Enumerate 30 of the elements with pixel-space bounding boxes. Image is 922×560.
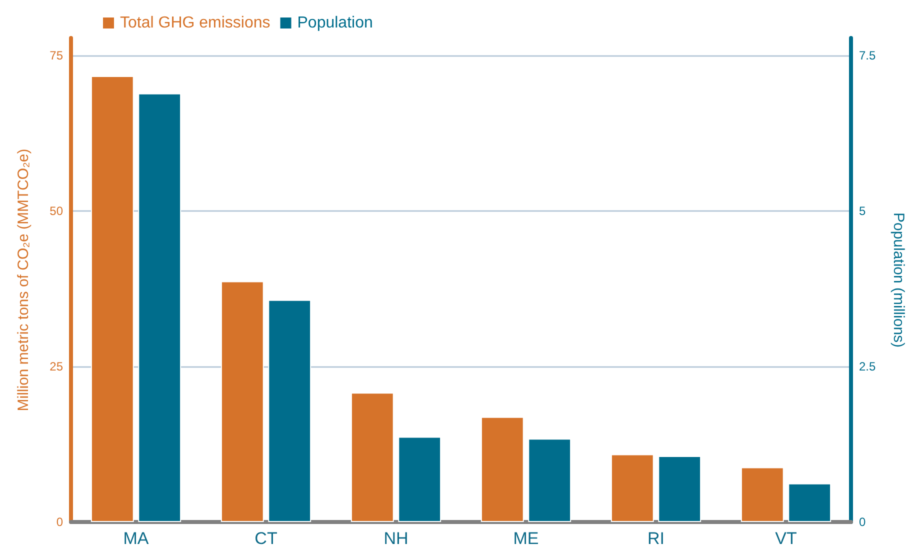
y2-tick-label: 2.5 — [859, 359, 876, 374]
y-tick-label: 50 — [50, 204, 64, 218]
bar — [788, 483, 832, 522]
bar — [740, 467, 784, 522]
bar — [268, 300, 312, 522]
bar — [350, 392, 394, 522]
y-tick-label: 25 — [50, 359, 64, 374]
bar — [90, 76, 134, 522]
x-tick-label: MA — [123, 529, 150, 548]
x-tick-label: NH — [384, 529, 408, 548]
y2-tick-label: 5 — [859, 204, 866, 218]
y2-tick-label: 0 — [859, 515, 866, 529]
legend-label: Population — [297, 14, 373, 32]
bar — [658, 456, 702, 522]
x-tick-label: VT — [775, 529, 797, 548]
bar — [480, 416, 524, 522]
bar — [220, 281, 264, 522]
y2-tick-label: 7.5 — [859, 48, 876, 62]
y-axis-title: Million metric tons of CO₂e (MMTCO₂e) — [15, 148, 32, 412]
x-tick-label: CT — [254, 529, 278, 548]
x-tick-label: RI — [648, 529, 664, 548]
bar — [398, 436, 442, 522]
bar — [610, 454, 654, 522]
bar — [528, 438, 572, 522]
y2-axis-title: Population (millions) — [890, 212, 907, 348]
y-tick-label: 75 — [50, 48, 64, 62]
bar — [138, 93, 182, 522]
y-tick-label: 0 — [56, 515, 64, 529]
x-tick-label: ME — [513, 529, 539, 548]
legend-label: Total GHG emissions — [120, 14, 270, 32]
